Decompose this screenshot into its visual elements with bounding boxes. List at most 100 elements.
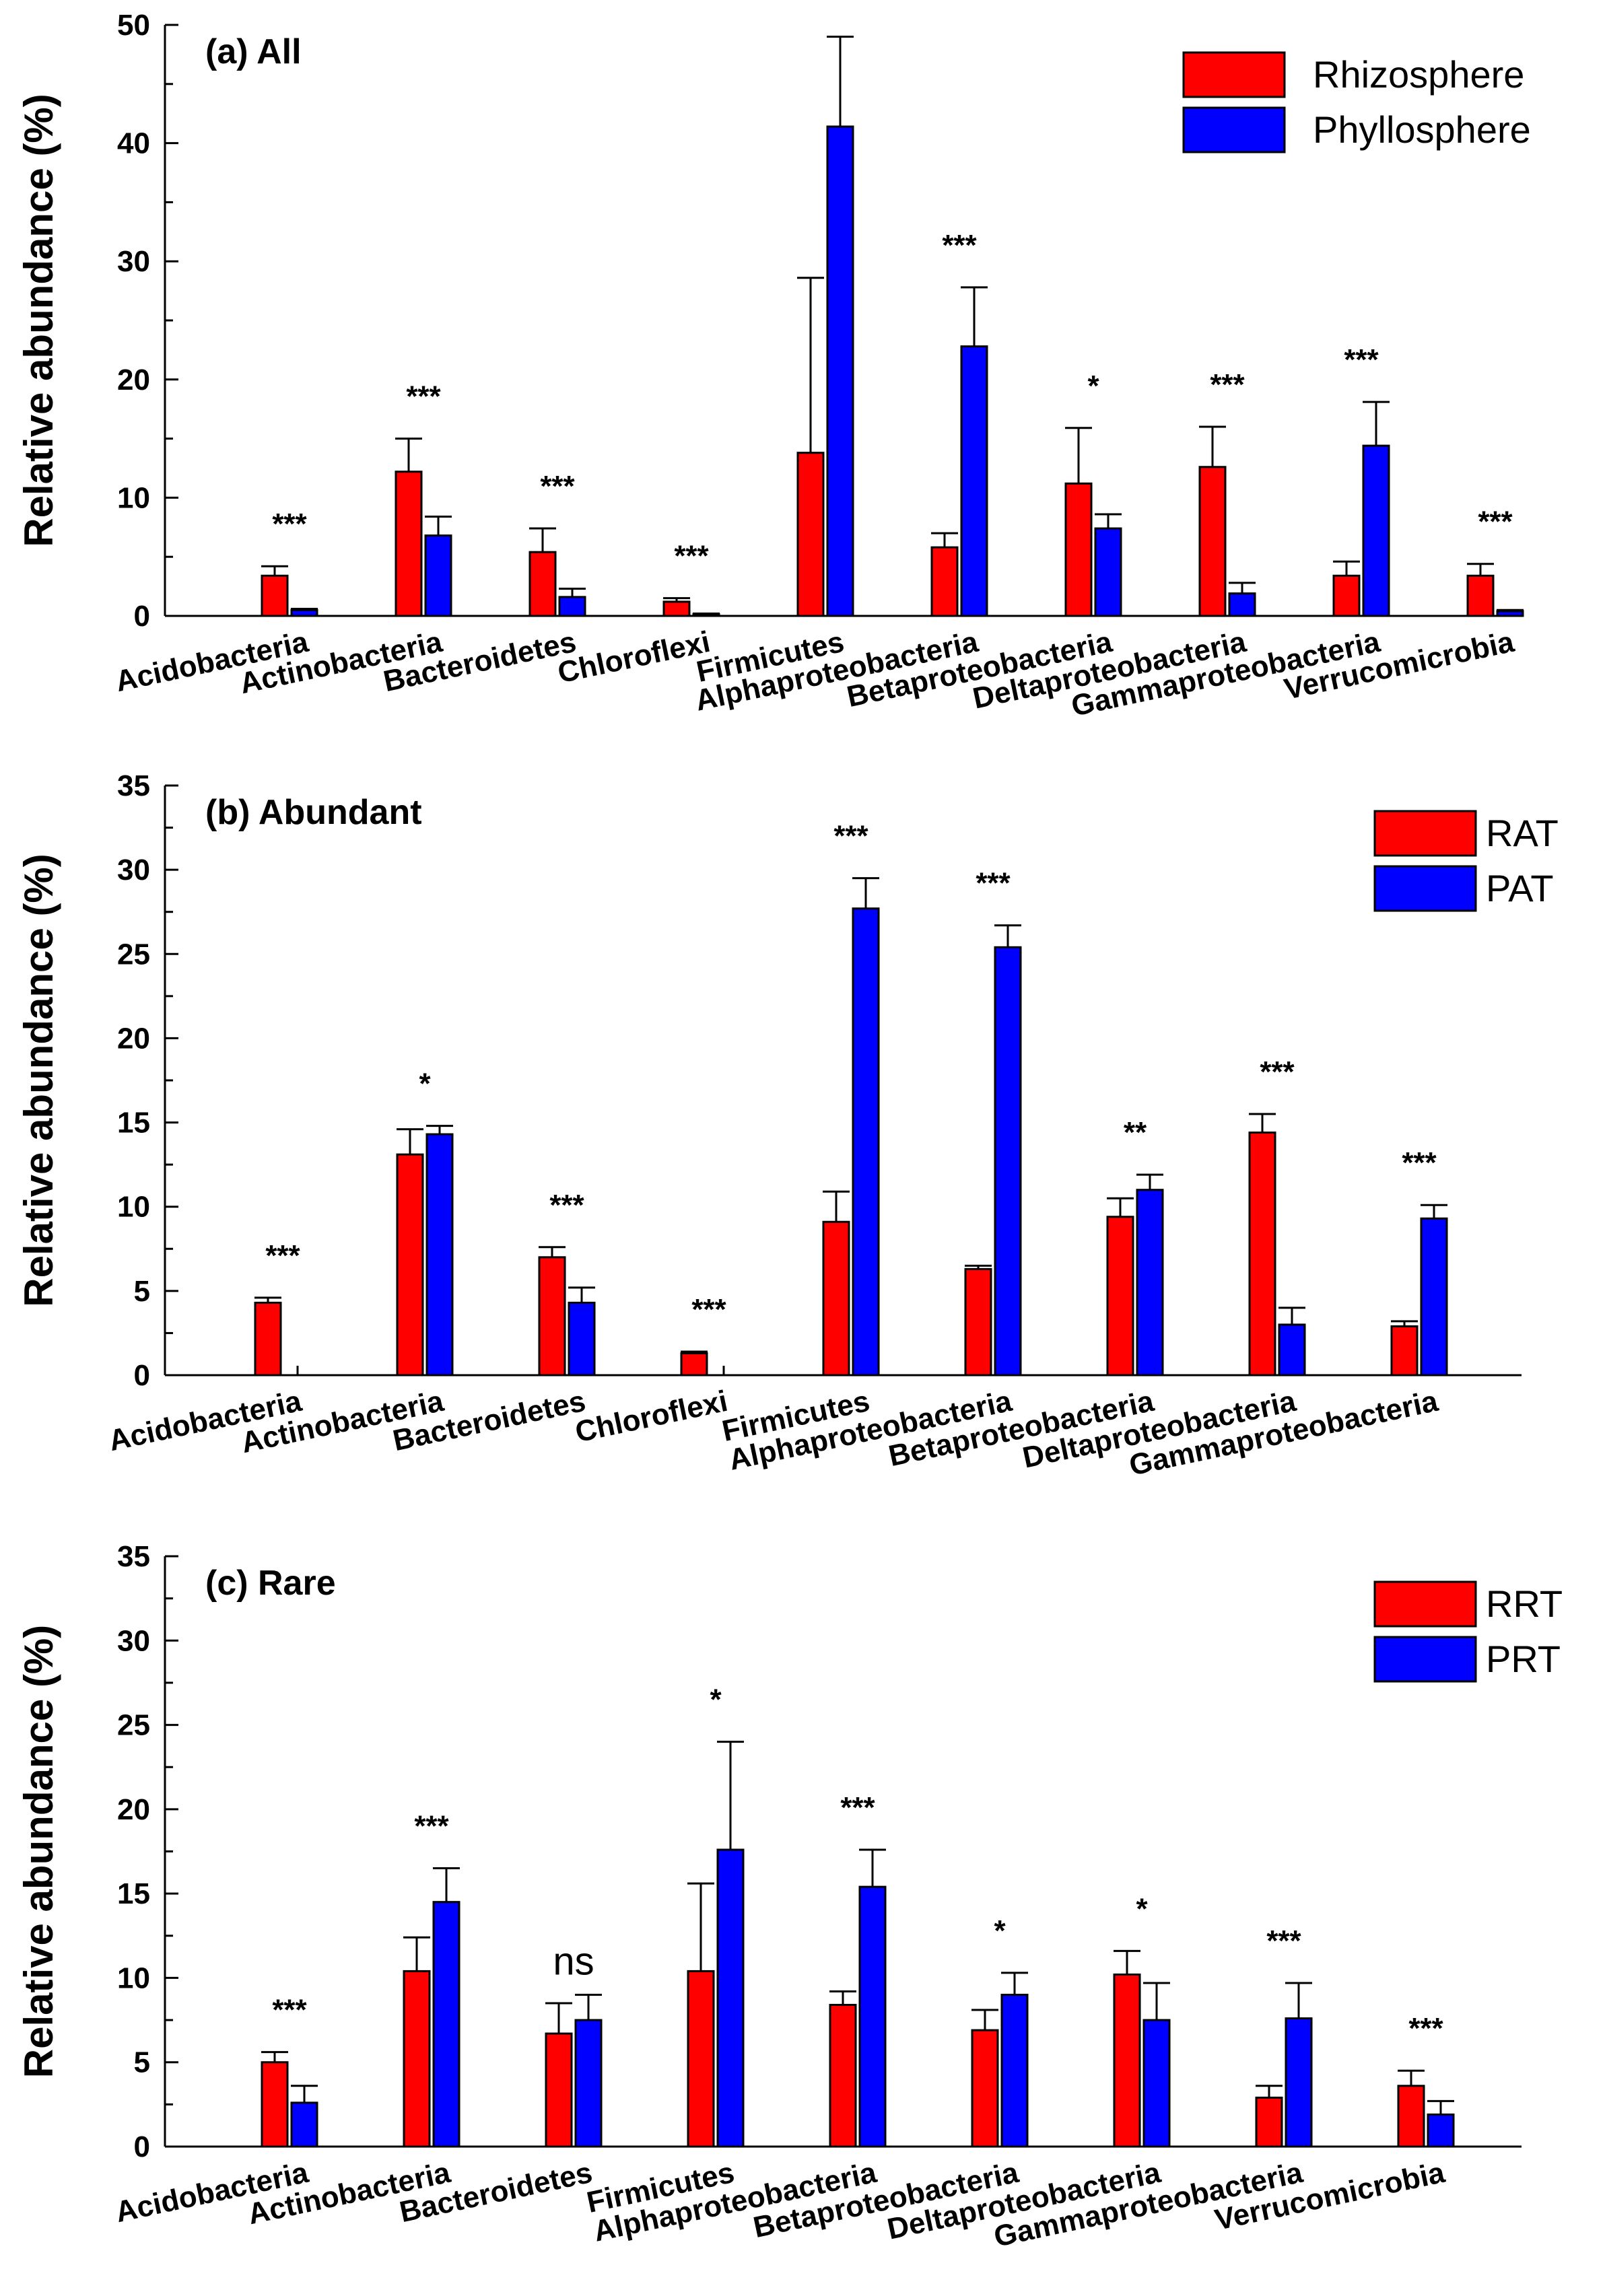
significance-label: *** xyxy=(808,0,843,11)
bar-pat-betaproteobacteria xyxy=(1136,1189,1164,1377)
y-axis-label: Relative abundance (%) xyxy=(16,94,61,547)
bar-rhizosphere-acidobacteria xyxy=(261,574,289,617)
bar-rhizosphere-alphaproteobacteria xyxy=(930,546,959,617)
bar-rrt-acidobacteria xyxy=(261,2061,289,2148)
significance-label: *** xyxy=(414,1810,449,1843)
bar-prt-betaproteobacteria xyxy=(1000,1993,1029,2148)
y-tick-label: 10 xyxy=(117,481,150,514)
legend-label-rrt: RRT xyxy=(1486,1582,1563,1625)
bar-phyllosphere-betaproteobacteria xyxy=(1094,527,1122,617)
significance-label: ** xyxy=(1124,1116,1147,1149)
y-tick-label: 30 xyxy=(117,245,150,278)
bar-rrt-bacteroidetes xyxy=(545,2032,573,2148)
legend-label-rhizosphere: Rhizosphere xyxy=(1313,53,1524,96)
bar-rat-firmicutes xyxy=(822,1220,850,1377)
bar-rat-acidobacteria xyxy=(254,1301,282,1377)
significance-label: *** xyxy=(1408,2012,1443,2045)
bar-phyllosphere-gammaproteobacteria xyxy=(1362,444,1390,617)
chart-panel-2: 0 5 10 15 20 25 30 35 Relative abundance (%) (b) … xyxy=(16,769,1559,1482)
bar-prt-firmicutes xyxy=(716,1848,745,2148)
significance-label: *** xyxy=(1260,1055,1295,1088)
y-axis-label: Relative abundance (%) xyxy=(16,854,61,1307)
panel-title: (b) Abundant xyxy=(205,793,422,832)
panel-title: (c) Rare xyxy=(205,1564,336,1603)
bar-pat-deltaproteobacteria xyxy=(1278,1323,1306,1377)
y-axis-label: Relative abundance (%) xyxy=(16,1625,61,2079)
significance-label: * xyxy=(710,1683,722,1716)
y-tick-label: 10 xyxy=(117,1961,150,1994)
bar-rat-chloroflexi xyxy=(680,1352,708,1377)
legend-label-phyllosphere: Phyllosphere xyxy=(1313,108,1531,151)
bar-rat-alphaproteobacteria xyxy=(964,1267,992,1377)
y-tick-label: 15 xyxy=(117,1877,150,1910)
bar-phyllosphere-bacteroidetes xyxy=(558,596,586,617)
bar-pat-alphaproteobacteria xyxy=(994,946,1022,1377)
bar-rat-bacteroidetes xyxy=(538,1256,566,1377)
bar-phyllosphere-deltaproteobacteria xyxy=(1228,592,1256,617)
significance-label: ns xyxy=(553,1939,594,1983)
y-tick-label: 25 xyxy=(117,938,150,971)
significance-label: *** xyxy=(691,1293,726,1326)
bar-phyllosphere-verrucomicrobia xyxy=(1496,610,1524,617)
y-tick-label: 5 xyxy=(134,1275,150,1308)
bar-rhizosphere-chloroflexi xyxy=(662,600,691,617)
legend-swatch-rhizosphere xyxy=(1182,51,1286,98)
bar-rhizosphere-actinobacteria xyxy=(395,471,423,617)
significance-label: *** xyxy=(1478,506,1513,538)
y-tick-label: 15 xyxy=(117,1107,150,1140)
legend-swatch-pat xyxy=(1373,865,1477,912)
y-tick-label: 5 xyxy=(134,2046,150,2079)
category-label: Chloroflexi xyxy=(555,625,713,690)
bar-pat-actinobacteria xyxy=(425,1133,454,1377)
significance-label: * xyxy=(994,1914,1006,1947)
y-tick-label: 35 xyxy=(117,769,150,802)
y-tick-label: 20 xyxy=(117,363,150,396)
legend-label-prt: PRT xyxy=(1486,1638,1561,1680)
y-tick-label: 35 xyxy=(117,1540,150,1573)
significance-label: *** xyxy=(272,1994,307,2027)
bar-prt-acidobacteria xyxy=(290,2101,318,2148)
legend-swatch-rrt xyxy=(1373,1580,1477,1628)
category-label: Chloroflexi xyxy=(572,1385,730,1449)
bar-prt-gammaproteobacteria xyxy=(1285,2017,1313,2148)
significance-label: * xyxy=(1136,1892,1148,1925)
legend-label-rat: RAT xyxy=(1486,812,1559,854)
bar-pat-bacteroidetes xyxy=(568,1301,596,1377)
significance-label: * xyxy=(1087,370,1099,403)
bar-prt-alphaproteobacteria xyxy=(858,1885,887,2148)
chart-panel-1: 0 10 20 30 40 50 Relative abundance (%) (a) All… xyxy=(16,0,1531,723)
bar-rhizosphere-deltaproteobacteria xyxy=(1198,466,1227,617)
bar-rrt-alphaproteobacteria xyxy=(829,2004,857,2148)
y-tick-label: 50 xyxy=(117,9,150,42)
significance-label: *** xyxy=(1402,1146,1437,1179)
bar-rhizosphere-gammaproteobacteria xyxy=(1332,574,1361,617)
significance-label: *** xyxy=(272,508,307,541)
bar-phyllosphere-acidobacteria xyxy=(290,608,318,617)
bar-pat-gammaproteobacteria xyxy=(1420,1217,1448,1377)
significance-label: *** xyxy=(674,540,709,573)
bar-phyllosphere-firmicutes xyxy=(826,125,854,617)
bar-prt-verrucomicrobia xyxy=(1427,2113,1455,2148)
legend-label-pat: PAT xyxy=(1486,867,1554,909)
significance-label: *** xyxy=(1210,368,1245,401)
bar-pat-firmicutes xyxy=(852,907,880,1377)
y-tick-label: 0 xyxy=(134,600,150,633)
y-tick-label: 0 xyxy=(134,1359,150,1392)
bar-rrt-gammaproteobacteria xyxy=(1255,2096,1283,2148)
y-tick-label: 30 xyxy=(117,1624,150,1657)
significance-label: *** xyxy=(265,1239,300,1272)
bar-rat-deltaproteobacteria xyxy=(1248,1132,1276,1377)
significance-label: *** xyxy=(976,867,1011,900)
significance-label: *** xyxy=(942,229,977,262)
bar-rhizosphere-bacteroidetes xyxy=(528,551,557,617)
bar-rrt-deltaproteobacteria xyxy=(1113,1973,1141,2148)
bar-rhizosphere-firmicutes xyxy=(796,452,825,617)
chart-panel-3: 0 5 10 15 20 25 30 35 Relative abundance (%) (c) … xyxy=(16,1540,1563,2254)
bar-phyllosphere-actinobacteria xyxy=(424,534,452,617)
significance-label: *** xyxy=(833,820,868,853)
y-tick-label: 25 xyxy=(117,1709,150,1742)
significance-label: *** xyxy=(840,1791,875,1824)
bar-rrt-betaproteobacteria xyxy=(971,2029,999,2148)
significance-label: *** xyxy=(549,1189,584,1222)
bar-prt-actinobacteria xyxy=(432,1901,460,2148)
